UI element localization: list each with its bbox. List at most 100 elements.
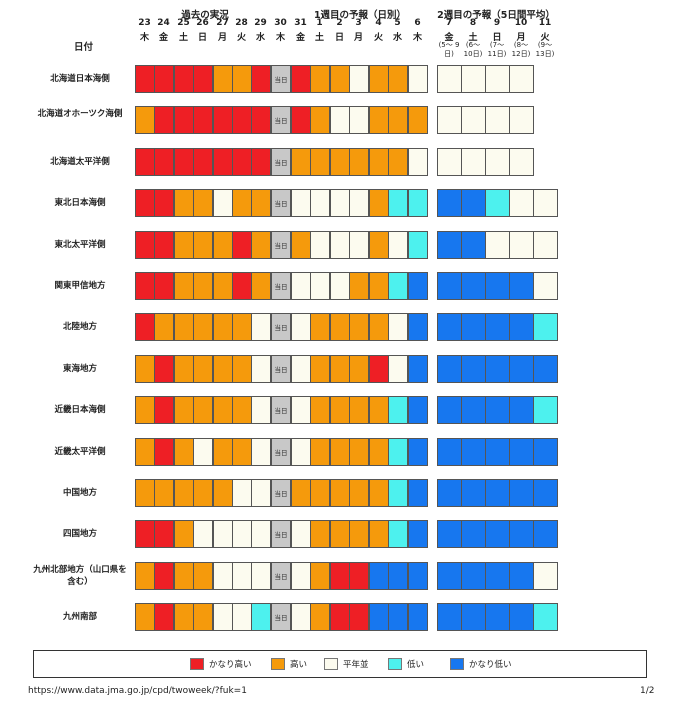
today-cell: 当日	[271, 147, 291, 176]
forecast-cell	[135, 603, 155, 632]
column-date: 2	[336, 18, 343, 28]
column-date: 5	[394, 18, 401, 28]
forecast-cell	[533, 189, 558, 218]
forecast-cell	[388, 189, 408, 218]
forecast-cell	[485, 561, 510, 590]
week1-section-title: 1週目の予報（日別）	[313, 10, 407, 21]
week2-section-title: 2週目の予報（5日間平均）	[437, 10, 555, 21]
legend-swatch	[271, 658, 285, 670]
forecast-cell	[291, 272, 311, 300]
region-label: 北海道オホーツク海側	[37, 109, 123, 120]
forecast-cell	[154, 272, 174, 300]
forecast-cell	[174, 561, 194, 590]
column-period: (9〜 13日)	[535, 41, 555, 58]
forecast-cell	[154, 147, 174, 176]
forecast-cell	[330, 313, 350, 342]
column-weekday: 土	[178, 33, 188, 43]
region-label: 東北日本海側	[54, 198, 106, 209]
region-label: 北海道日本海側	[50, 74, 110, 84]
forecast-cell	[193, 189, 213, 218]
forecast-cell	[461, 479, 486, 507]
forecast-cell	[533, 520, 558, 549]
forecast-cell	[369, 189, 389, 218]
forecast-cell	[232, 230, 252, 259]
forecast-cell	[174, 189, 194, 218]
column-weekday: 日	[197, 33, 207, 43]
forecast-cell	[461, 437, 486, 466]
forecast-cell	[437, 147, 462, 176]
forecast-cell	[437, 313, 462, 342]
forecast-cell	[437, 479, 462, 507]
footer-url[interactable]: https://www.data.jma.go.jp/cpd/twoweek/?…	[28, 686, 247, 696]
forecast-cell	[408, 65, 428, 93]
forecast-cell	[437, 603, 462, 632]
forecast-cell	[461, 354, 486, 383]
forecast-cell	[330, 561, 350, 590]
forecast-cell	[437, 520, 462, 549]
forecast-cell	[213, 437, 233, 466]
forecast-cell	[485, 520, 510, 549]
legend-label: 平年並	[343, 660, 369, 670]
column-weekday: 月	[516, 33, 526, 43]
forecast-cell	[135, 230, 155, 259]
forecast-cell	[291, 354, 311, 383]
column-weekday: 火	[540, 33, 550, 43]
column-date: 8	[469, 18, 477, 28]
forecast-cell	[310, 65, 330, 93]
region-label: 九州北部地方（山口県を含む）	[33, 564, 127, 587]
forecast-cell	[154, 106, 174, 135]
today-cell: 当日	[271, 313, 291, 342]
forecast-cell	[213, 106, 233, 135]
forecast-cell	[193, 396, 213, 425]
forecast-cell	[291, 561, 311, 590]
forecast-cell	[509, 272, 534, 300]
column-weekday: 金	[158, 33, 168, 43]
forecast-cell	[533, 230, 558, 259]
forecast-cell	[509, 603, 534, 632]
forecast-cell	[154, 479, 174, 507]
forecast-cell	[509, 520, 534, 549]
today-cell: 当日	[271, 396, 291, 425]
page-number: 1/2	[640, 686, 655, 696]
forecast-cell	[533, 479, 558, 507]
region-label: 関東甲信地方	[54, 281, 106, 291]
column-date: 23	[138, 18, 151, 28]
forecast-cell	[437, 106, 462, 135]
forecast-cell	[135, 354, 155, 383]
column-weekday: 水	[255, 33, 265, 43]
forecast-cell	[408, 520, 428, 549]
forecast-cell	[461, 230, 486, 259]
forecast-cell	[291, 230, 311, 259]
forecast-cell	[461, 396, 486, 425]
column-weekday: 木	[412, 33, 422, 43]
forecast-cell	[135, 437, 155, 466]
forecast-cell	[533, 561, 558, 590]
forecast-cell	[213, 313, 233, 342]
forecast-cell	[349, 189, 369, 218]
column-weekday: 水	[392, 33, 402, 43]
forecast-cell	[408, 437, 428, 466]
forecast-cell	[154, 437, 174, 466]
forecast-cell	[330, 603, 350, 632]
region-label: 近畿太平洋側	[54, 446, 106, 457]
column-date: 3	[355, 18, 362, 28]
forecast-cell	[330, 272, 350, 300]
forecast-cell	[509, 189, 534, 218]
forecast-cell	[251, 520, 271, 549]
forecast-cell	[213, 230, 233, 259]
forecast-cell	[174, 354, 194, 383]
forecast-cell	[509, 561, 534, 590]
column-weekday: 土	[468, 33, 478, 43]
forecast-cell	[437, 396, 462, 425]
forecast-cell	[193, 520, 213, 549]
forecast-cell	[437, 230, 462, 259]
legend-label: 高い	[290, 660, 308, 670]
forecast-cell	[349, 272, 369, 300]
forecast-cell	[310, 437, 330, 466]
forecast-cell	[509, 65, 534, 93]
forecast-cell	[388, 396, 408, 425]
column-date: 31	[294, 18, 307, 28]
forecast-cell	[174, 437, 194, 466]
forecast-cell	[232, 354, 252, 383]
column-weekday: 日	[334, 33, 344, 43]
